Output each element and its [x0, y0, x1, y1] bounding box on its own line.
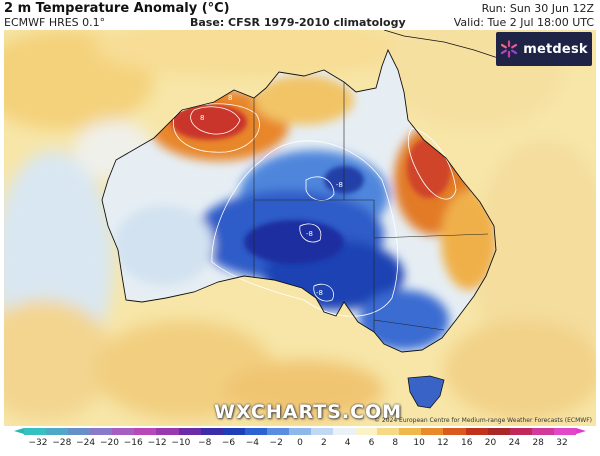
- colorbar-cell: [156, 428, 179, 435]
- colorbar-tick-label: −20: [99, 438, 119, 448]
- metdesk-logo: metdesk: [496, 32, 592, 66]
- colorbar-cell: [90, 428, 113, 435]
- contour-label: -8: [336, 181, 343, 189]
- colorbar-tick-label: −6: [221, 438, 236, 448]
- colorbar-labels: −32 −28 −24 −20 −16 −12 −10 −8 −6 −4 −2 0 2 4 6 8 10 12 16…: [14, 438, 586, 452]
- colorbar-cell: [333, 428, 356, 435]
- colorbar-tick-label: −16: [123, 438, 143, 448]
- colorbar-tick-label: 4: [344, 438, 351, 448]
- colorbar-cell: [355, 428, 378, 435]
- valid-time-label: Valid: Tue 2 Jul 18:00 UTC: [453, 16, 594, 29]
- colorbar-cell: [134, 428, 157, 435]
- colorbar-cell: [399, 428, 422, 435]
- colorbar-tick-label: 12: [437, 438, 449, 448]
- colorbar-cell: [421, 428, 444, 435]
- tasmania-coastline: [407, 375, 445, 409]
- chart-header: 2 m Temperature Anomaly (°C) ECMWF HRES …: [0, 0, 600, 30]
- contour-label: 8: [200, 114, 204, 122]
- colorbar-tick-label: 2: [320, 438, 327, 448]
- contour-label: -8: [316, 289, 323, 297]
- colorbar-tick-label: 32: [556, 438, 568, 448]
- colorbar-tick-label: −2: [269, 438, 283, 448]
- colorbar-tick-label: −8: [198, 438, 212, 448]
- colorbar-cell: [200, 428, 223, 435]
- colorbar-tick-label: −12: [147, 438, 167, 448]
- wxcharts-watermark: WXCHARTS.COM: [214, 401, 403, 423]
- colorbar-tick-label: 16: [460, 438, 473, 448]
- colorbar-min-arrow: [14, 428, 24, 434]
- colorbar-tick-label: 10: [413, 438, 425, 448]
- colorbar: −32 −28 −24 −20 −16 −12 −10 −8 −6 −4 −2 0 2 4 6 8 10 12 16…: [14, 428, 586, 456]
- ecmwf-credit: © 2024 European Centre for Medium-range …: [373, 417, 592, 424]
- metdesk-logo-text: metdesk: [523, 41, 588, 57]
- colorbar-tick-label: −10: [171, 438, 191, 448]
- colorbar-cell: [531, 428, 554, 435]
- model-label: ECMWF HRES 0.1°: [4, 16, 106, 29]
- colorbar-tick-label: −24: [76, 438, 96, 448]
- colorbar-tick-label: 28: [532, 438, 544, 448]
- colorbar-cell: [266, 428, 289, 435]
- colorbar-cell: [178, 428, 201, 435]
- colorbar-tick-label: −4: [245, 438, 259, 448]
- colorbar-strip: [14, 428, 586, 435]
- colorbar-tick-label: −28: [52, 438, 72, 448]
- colorbar-tick-label: −32: [28, 438, 48, 448]
- colorbar-tick-label: 8: [392, 438, 399, 448]
- contour-labels: -8 -8 -8 8 8: [200, 94, 343, 297]
- colorbar-cell: [377, 428, 400, 435]
- colorbar-cell: [68, 428, 91, 435]
- anomaly-map: -8 -8 -8 8 8: [4, 30, 596, 426]
- chart-title: 2 m Temperature Anomaly (°C): [4, 1, 230, 16]
- colorbar-cell: [244, 428, 267, 435]
- colorbar-max-arrow: [575, 428, 586, 434]
- colorbar-cell: [465, 428, 488, 435]
- colorbar-tick-label: 0: [297, 438, 303, 448]
- colorbar-cell: [24, 428, 47, 435]
- contour-label: -8: [306, 230, 313, 238]
- colorbar-cell: [288, 428, 312, 435]
- contour-lines: [172, 103, 457, 317]
- colorbar-cell: [112, 428, 135, 435]
- anomaly-map-svg: -8 -8 -8 8 8: [4, 30, 596, 426]
- metdesk-star-icon: [501, 40, 518, 58]
- ocean-anomaly-patches: [4, 30, 596, 420]
- run-time-label: Run: Sun 30 Jun 12Z: [481, 2, 594, 15]
- colorbar-cell: [311, 428, 334, 435]
- colorbar-cell: [553, 428, 576, 435]
- colorbar-tick-label: 20: [484, 438, 497, 448]
- colorbar-tick-label: 6: [368, 438, 375, 448]
- australia-coastline: [101, 48, 497, 353]
- colorbar-tick-label: 24: [508, 438, 521, 448]
- state-borders: [253, 82, 489, 332]
- colorbar-cell: [509, 428, 532, 435]
- colorbar-cell: [443, 428, 466, 435]
- contour-label: 8: [228, 94, 232, 102]
- colorbar-cell: [46, 428, 69, 435]
- colorbar-cell: [487, 428, 510, 435]
- colorbar-cell: [222, 428, 245, 435]
- climatology-base-label: Base: CFSR 1979-2010 climatology: [190, 16, 406, 29]
